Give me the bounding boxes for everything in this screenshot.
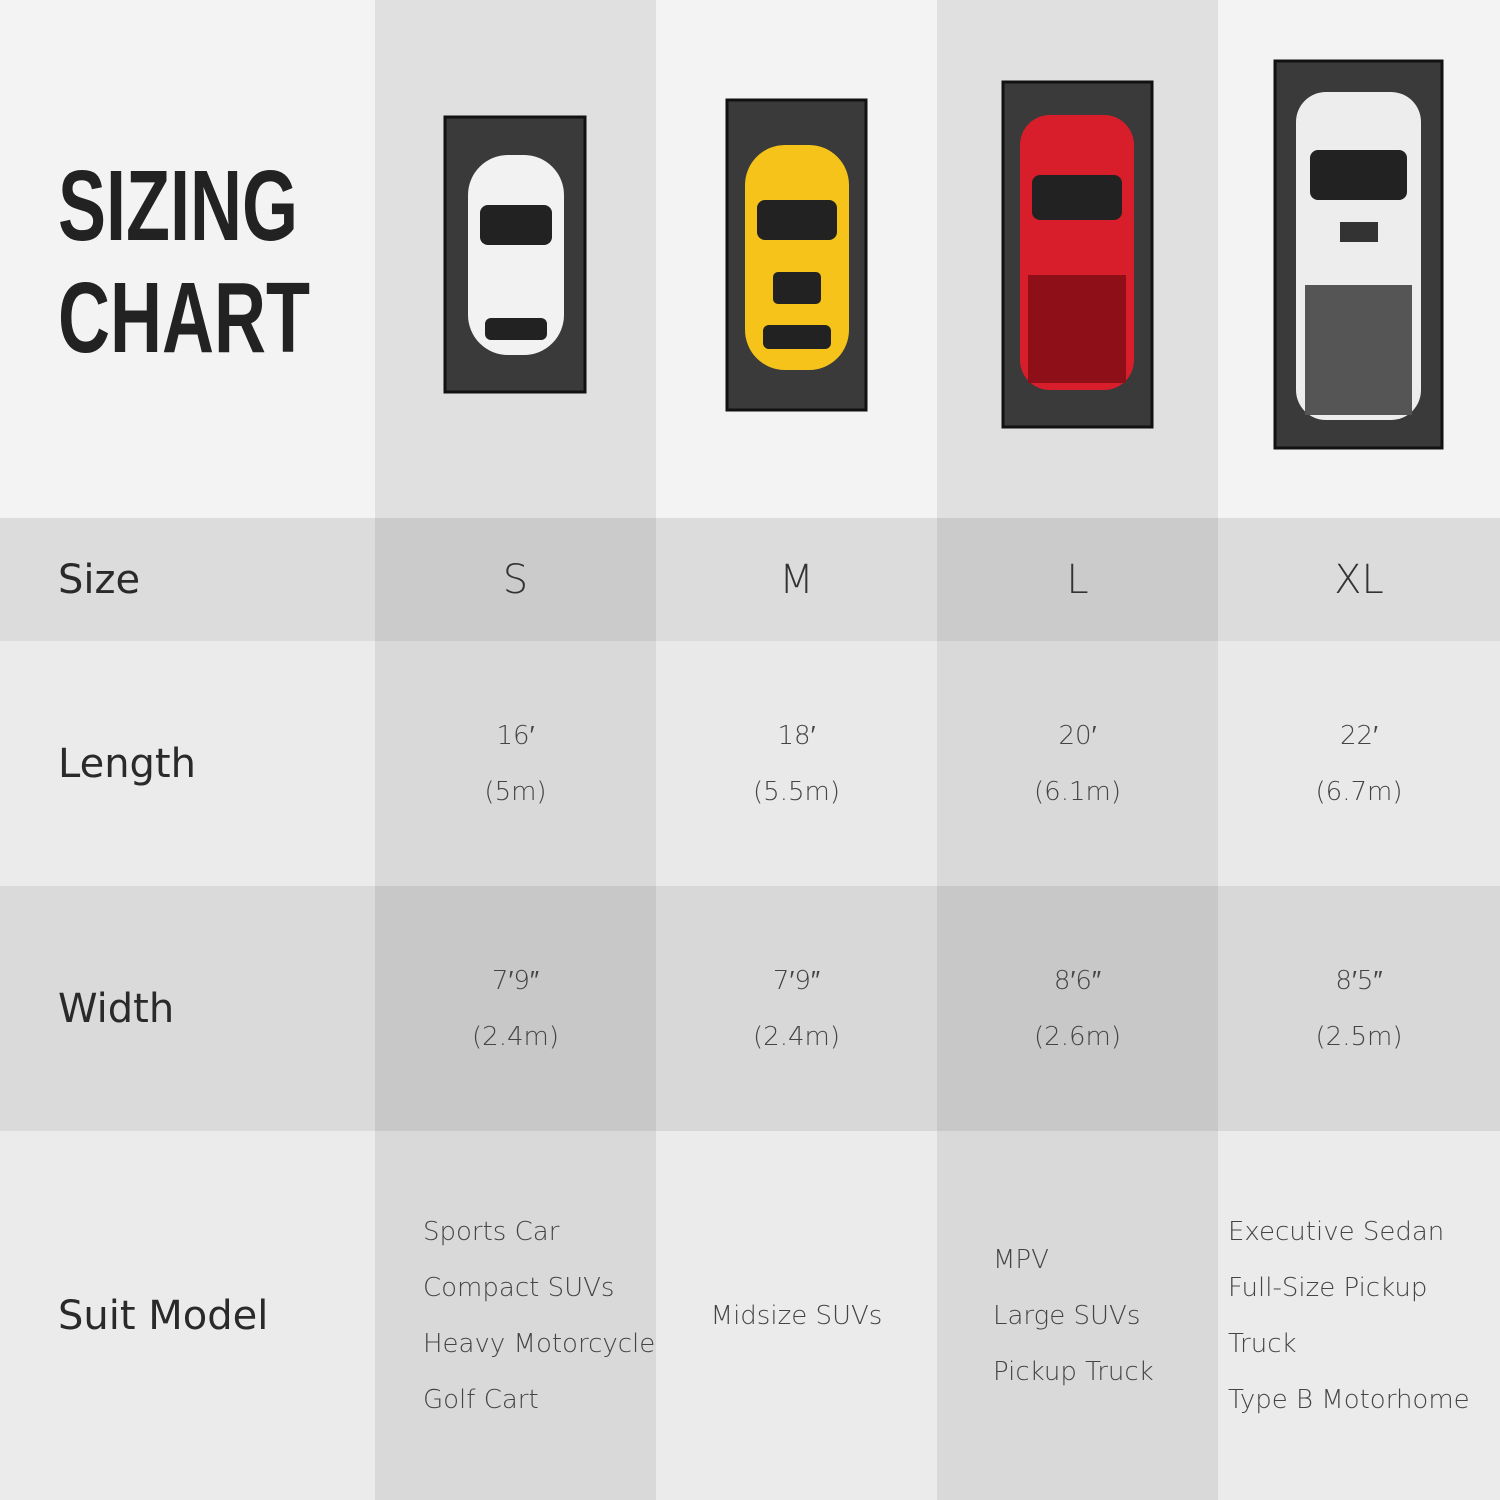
title-line: SIZING <box>58 150 299 262</box>
title-line: CHART <box>58 262 310 374</box>
cell-text: (6.7m) <box>1315 776 1403 807</box>
cell: M <box>656 518 937 641</box>
cell: 16′ (5m) <box>375 641 656 886</box>
cell-text: Golf Cart <box>423 1384 539 1415</box>
cell-text: 8′5″ <box>1335 965 1383 996</box>
cell: Executive Sedan Full-Size Pickup Truck Typ… <box>1218 1131 1500 1500</box>
cell-text: 20′ <box>1058 720 1097 751</box>
title: SIZING CHART <box>58 150 310 374</box>
row-label: Size <box>0 518 375 641</box>
cell: 8′5″ (2.5m) <box>1218 886 1500 1131</box>
cell-text: 16′ <box>496 720 535 751</box>
row-label: Suit Model <box>0 1131 375 1500</box>
cell-text: Pickup Truck <box>993 1356 1154 1387</box>
cell-text: Heavy Motorcycle <box>423 1328 656 1359</box>
cell-text: XL <box>1334 556 1384 603</box>
cell-text: (5.5m) <box>753 776 840 807</box>
cell-text: 8′6″ <box>1053 965 1102 996</box>
cell-text: (5m) <box>484 776 547 807</box>
cell: 20′ (6.1m) <box>937 641 1218 886</box>
cell-text: (6.1m) <box>1034 776 1121 807</box>
cell-text: Sports Car <box>423 1216 560 1247</box>
cell: 22′ (6.7m) <box>1218 641 1500 886</box>
cell: 18′ (5.5m) <box>656 641 937 886</box>
cell-text: (2.5m) <box>1315 1021 1403 1052</box>
cell-text: Type B Motorhome <box>1228 1384 1470 1415</box>
cell-text: MPV <box>993 1244 1049 1275</box>
cell-text: Compact SUVs <box>423 1272 615 1303</box>
cell-text: Large SUVs <box>993 1300 1141 1331</box>
cell-text: (2.4m) <box>472 1021 559 1052</box>
cell-text: 22′ <box>1340 720 1378 751</box>
cell-text: Full-Size Pickup Truck <box>1228 1272 1428 1359</box>
cell-text: M <box>779 556 814 603</box>
car-illustrations <box>375 0 1500 518</box>
cell: Sports Car Compact SUVs Heavy Motorcycle Go… <box>375 1131 656 1500</box>
cell: MPV Large SUVs Pickup Truck <box>937 1131 1218 1500</box>
cell-text: 7′9″ <box>491 965 540 996</box>
cell-text: 18′ <box>777 720 816 751</box>
cell-text: (2.4m) <box>753 1021 840 1052</box>
row-label: Width <box>0 886 375 1131</box>
row-label: Length <box>0 641 375 886</box>
cell-text: 7′9″ <box>772 965 821 996</box>
cell-text: Executive Sedan <box>1228 1216 1445 1247</box>
cell: Midsize SUVs <box>656 1131 937 1500</box>
cell: 7′9″ (2.4m) <box>375 886 656 1131</box>
cell-text: (2.6m) <box>1034 1021 1121 1052</box>
cell: XL <box>1218 518 1500 641</box>
cell-text: S <box>502 556 529 603</box>
cell-text: Midsize SUVs <box>710 1300 883 1331</box>
cell: 7′9″ (2.4m) <box>656 886 937 1131</box>
cell: 8′6″ (2.6m) <box>937 886 1218 1131</box>
cell: L <box>937 518 1218 641</box>
cell-text: L <box>1066 556 1089 603</box>
cell: S <box>375 518 656 641</box>
